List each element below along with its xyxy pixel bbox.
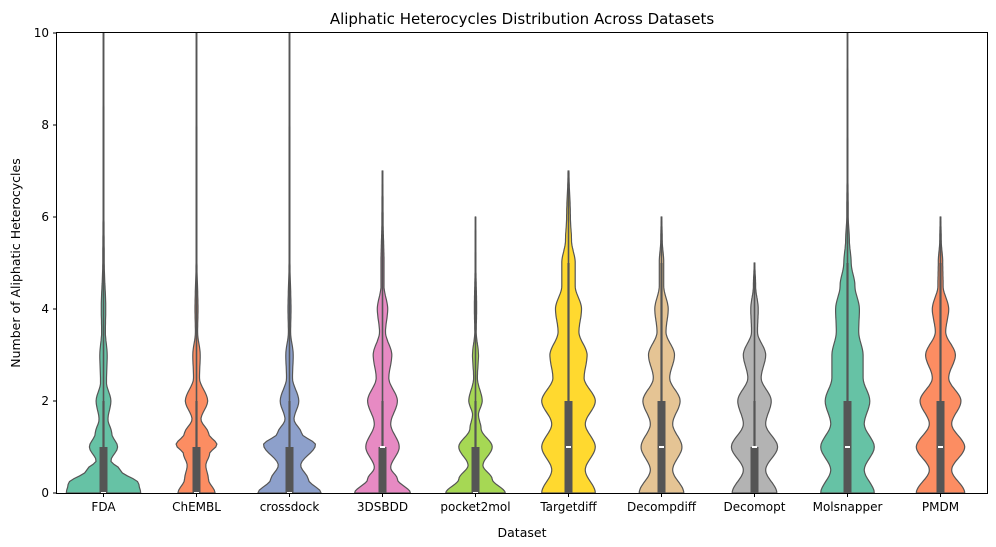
violin-iqr-box <box>471 447 480 493</box>
y-axis-label: Number of Aliphatic Heterocycles <box>8 158 23 367</box>
violin-median <box>659 446 664 448</box>
plot-frame <box>56 32 988 494</box>
violin-median <box>845 446 850 448</box>
y-tick-label: 2 <box>41 394 49 408</box>
violin-median <box>752 446 757 448</box>
x-axis-label: Dataset <box>498 525 547 540</box>
x-tick-label: Decompdiff <box>627 500 697 514</box>
violin-median <box>566 446 571 448</box>
x-tick-label: FDA <box>91 500 116 514</box>
violin-Targetdiff <box>541 170 596 494</box>
violin-FDA <box>65 32 142 494</box>
x-tick-label: 3DSBDD <box>357 500 408 514</box>
x-tick-label: PMDM <box>922 500 959 514</box>
y-tick-label: 10 <box>34 26 49 40</box>
violin-iqr-box <box>99 447 108 493</box>
x-tick-label: crossdock <box>260 500 320 514</box>
violin-ChEMBL <box>175 32 218 494</box>
y-axis: 0 2 4 6 8 10 <box>34 26 57 500</box>
violin-pocket2mol <box>444 216 507 494</box>
violin-Molsnapper <box>820 32 875 494</box>
violin-median <box>380 446 385 448</box>
violin-iqr-box <box>750 447 759 493</box>
x-tick-label: Targetdiff <box>539 500 597 514</box>
violin-iqr-box <box>192 447 201 493</box>
y-tick-label: 6 <box>41 210 49 224</box>
violin-3DSBDD <box>353 170 412 494</box>
x-tick-label: pocket2mol <box>440 500 510 514</box>
violin-Decompdiff <box>638 216 685 494</box>
violin-Decomopt <box>730 262 779 494</box>
y-tick-label: 8 <box>41 118 49 132</box>
x-axis: FDA ChEMBL crossdock 3DSBDD pocket2mol Target… <box>91 493 959 514</box>
y-tick-label: 4 <box>41 302 49 316</box>
x-tick-label: Molsnapper <box>813 500 883 514</box>
x-tick-label: ChEMBL <box>172 500 221 514</box>
violin-PMDM <box>915 216 966 494</box>
x-tick-label: Decomopt <box>724 500 786 514</box>
chart-title: Aliphatic Heterocycles Distribution Acro… <box>330 10 715 28</box>
violin-median <box>938 446 943 448</box>
violin-iqr-box <box>285 447 294 493</box>
violins-layer <box>65 32 966 494</box>
violin-crossdock <box>256 32 323 494</box>
violin-iqr-box <box>378 447 387 493</box>
y-tick-label: 0 <box>41 486 49 500</box>
